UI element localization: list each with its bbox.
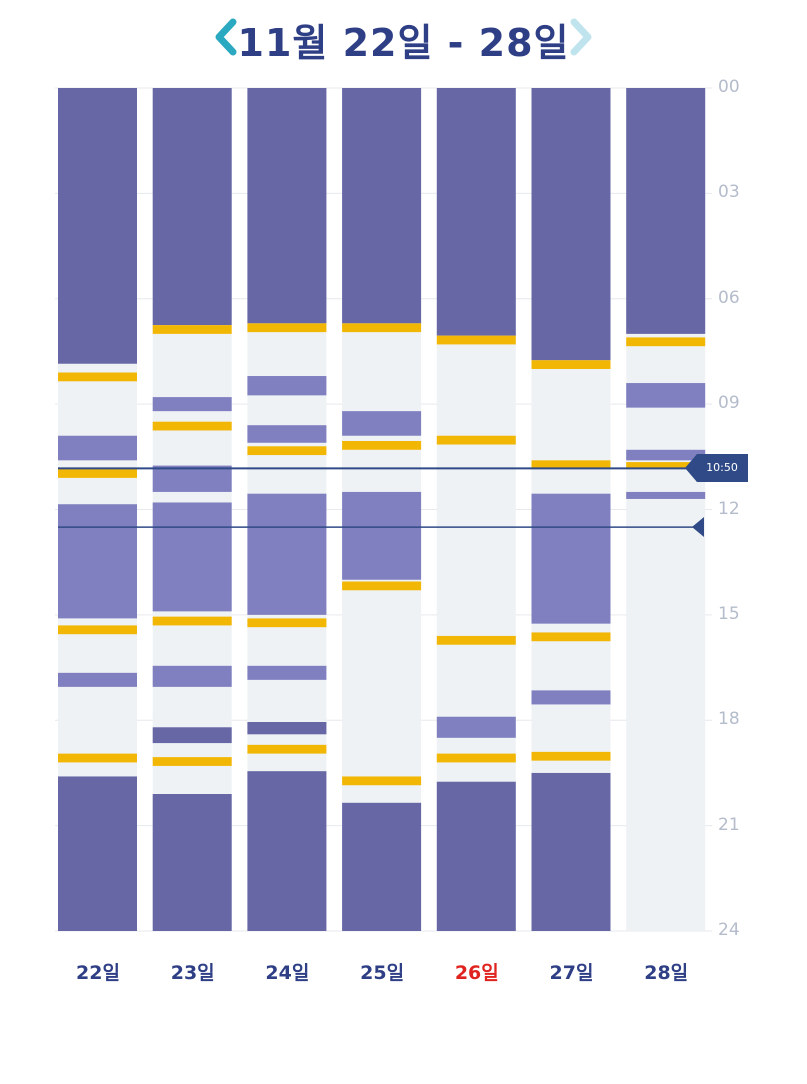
feed-segment[interactable]	[152, 616, 232, 626]
day-label: 22일	[76, 962, 120, 984]
hour-label: 03	[718, 182, 740, 203]
time-marker-pointer[interactable]	[692, 517, 704, 538]
hour-label: 24	[718, 920, 740, 940]
day-label: 23일	[170, 962, 215, 984]
feed-segment[interactable]	[626, 462, 706, 470]
feed-segment[interactable]	[436, 435, 516, 445]
nap-segment[interactable]	[531, 690, 611, 705]
nap-segment[interactable]	[247, 665, 327, 680]
sleep-segment[interactable]	[247, 771, 327, 931]
hour-label: 00	[718, 77, 740, 97]
feed-segment[interactable]	[342, 441, 422, 450]
day-label: 25일	[360, 962, 405, 984]
sleep-segment[interactable]	[436, 88, 516, 336]
nap-segment[interactable]	[247, 425, 327, 443]
day-label: 24일	[265, 962, 310, 984]
feed-segment[interactable]	[152, 421, 232, 431]
feed-segment[interactable]	[152, 757, 232, 766]
nap-segment[interactable]	[58, 672, 137, 687]
nap-segment[interactable]	[626, 449, 706, 461]
feed-segment[interactable]	[342, 776, 422, 786]
sleep-segment[interactable]	[58, 88, 137, 364]
feed-segment[interactable]	[247, 323, 327, 333]
sleep-segment[interactable]	[342, 88, 422, 324]
nap-segment[interactable]	[152, 502, 232, 612]
feed-segment[interactable]	[531, 751, 611, 761]
hour-label: 12	[718, 498, 740, 519]
sleep-segment[interactable]	[531, 88, 611, 361]
feed-segment[interactable]	[436, 335, 516, 345]
chevron-right-icon	[570, 18, 592, 56]
sleep-segment[interactable]	[247, 722, 327, 735]
feed-segment[interactable]	[626, 337, 706, 347]
nap-segment[interactable]	[342, 491, 422, 580]
nap-segment[interactable]	[436, 716, 516, 738]
nap-segment[interactable]	[152, 665, 232, 687]
current-time-badge: 10:50	[696, 454, 748, 483]
hour-label: 06	[718, 287, 740, 308]
feed-segment[interactable]	[247, 618, 327, 628]
nap-segment[interactable]	[342, 411, 422, 436]
sleep-segment[interactable]	[58, 776, 137, 931]
feed-segment[interactable]	[58, 469, 137, 478]
feed-segment[interactable]	[436, 635, 516, 645]
day-label: 26일	[454, 962, 499, 984]
sleep-segment[interactable]	[342, 802, 422, 931]
feed-segment[interactable]	[152, 325, 232, 334]
feed-segment[interactable]	[58, 372, 137, 382]
sleep-segment[interactable]	[152, 794, 232, 931]
sleep-segment[interactable]	[152, 727, 232, 744]
current-time-pointer	[685, 454, 697, 483]
nap-segment[interactable]	[58, 435, 137, 461]
feed-segment[interactable]	[247, 744, 327, 754]
week-header: 11월 22일 - 28일	[0, 0, 807, 80]
feed-segment[interactable]	[436, 753, 516, 763]
sleep-segment[interactable]	[531, 772, 611, 931]
nap-segment[interactable]	[626, 383, 706, 408]
nap-segment[interactable]	[626, 491, 706, 499]
sleep-segment[interactable]	[626, 88, 706, 334]
feed-segment[interactable]	[531, 460, 611, 470]
nap-segment[interactable]	[152, 465, 232, 492]
sleep-segment[interactable]	[436, 781, 516, 931]
week-title: 11월 22일 - 28일	[237, 21, 570, 65]
next-week-button[interactable]	[560, 14, 600, 60]
sleep-segment[interactable]	[152, 88, 232, 326]
feed-segment[interactable]	[342, 323, 422, 333]
feed-segment[interactable]	[58, 753, 137, 763]
feed-segment[interactable]	[342, 581, 422, 591]
hour-label: 18	[718, 709, 740, 730]
nap-segment[interactable]	[531, 493, 611, 624]
hour-label: 15	[718, 603, 740, 624]
feed-segment[interactable]	[247, 446, 327, 456]
nap-segment[interactable]	[152, 397, 232, 412]
feed-segment[interactable]	[531, 632, 611, 642]
feed-segment[interactable]	[531, 360, 611, 369]
chevron-left-icon	[215, 18, 237, 56]
hour-label: 09	[718, 393, 740, 414]
nap-segment[interactable]	[247, 376, 327, 396]
sleep-segment[interactable]	[247, 88, 327, 324]
nap-segment[interactable]	[58, 504, 137, 619]
hour-label: 21	[718, 814, 740, 835]
day-label: 28일	[644, 962, 689, 984]
prev-week-button[interactable]	[207, 14, 247, 60]
feed-segment[interactable]	[58, 625, 137, 635]
day-label: 27일	[549, 962, 594, 984]
nap-segment[interactable]	[247, 493, 327, 615]
